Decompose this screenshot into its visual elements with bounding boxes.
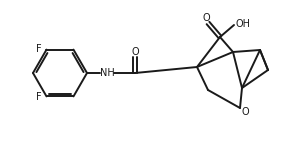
Text: OH: OH	[236, 19, 250, 29]
Text: O: O	[241, 107, 249, 117]
Text: F: F	[36, 92, 41, 102]
Text: O: O	[202, 13, 210, 23]
Text: O: O	[131, 47, 139, 57]
Text: F: F	[36, 44, 41, 54]
Text: NH: NH	[100, 68, 114, 78]
